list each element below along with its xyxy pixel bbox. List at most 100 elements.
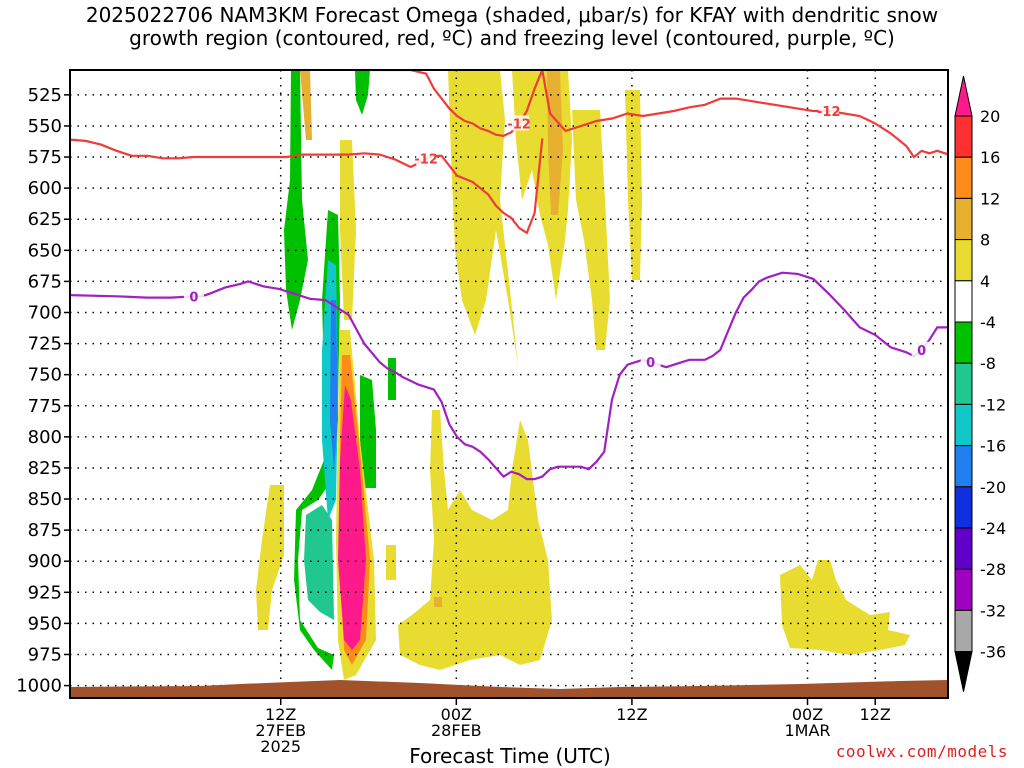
colorbar-swatch-4 (954, 239, 973, 282)
chart-title: 2025022706 NAM3KM Forecast Omega (shaded… (0, 4, 1024, 50)
omega-shade-yellow-3 (572, 110, 610, 350)
colorbar-swatch-11 (954, 527, 973, 570)
freezing-level-contour-label-bg-1 (640, 354, 661, 370)
omega-shade-yellow-5 (340, 140, 356, 320)
terrain-ground-layer (70, 680, 948, 698)
colorbar-label-8: -16 (980, 437, 1006, 456)
y-tick-label-575: 575 (28, 147, 62, 168)
colorbar-swatch-9 (954, 445, 973, 488)
colorbar-bottom-arrow (954, 651, 973, 692)
dgz-minus12-contour-lower-label-bg-0 (416, 150, 437, 166)
dgz-minus12-contour-lower (70, 138, 544, 235)
omega-shade-green-1 (284, 70, 308, 330)
omega-shade-yellow-6 (256, 485, 284, 630)
omega-shade-yellow-1 (448, 70, 518, 365)
dgz-minus12-contour-upper-label-bg-0 (509, 115, 530, 131)
y-tick-label-975: 975 (28, 644, 62, 665)
colorbar-label-9: -20 (980, 478, 1006, 497)
freezing-level-contour (70, 271, 948, 481)
colorbar-swatch-12 (954, 568, 973, 611)
y-tick-label-525: 525 (28, 85, 62, 106)
y-tick-label-875: 875 (28, 520, 62, 541)
omega-shade-yellow-8 (386, 545, 396, 580)
omega-shade-core-magenta (338, 385, 366, 650)
y-tick-label-850: 850 (28, 489, 62, 510)
dgz-minus12-contour-upper-label-1: -12 (817, 105, 841, 120)
colorbar-swatch-7 (954, 362, 973, 405)
omega-shade-green-5 (388, 358, 396, 400)
freezing-level-contour-label-bg-0 (183, 288, 204, 304)
colorbar-label-1: 16 (980, 148, 1000, 167)
colorbar-swatch-2 (954, 156, 973, 199)
omega-shade-orange-1 (547, 70, 563, 215)
colorbar-label-12: -32 (980, 601, 1006, 620)
chart-title-line-2: growth region (contoured, red, ºC) and f… (129, 26, 895, 50)
colorbar-label-4: 4 (980, 272, 990, 291)
contour-lines: 0 0 0 -12 -12 -12 (70, 70, 948, 481)
y-tick-label-1000: 1000 (16, 676, 62, 697)
y-tick-label-625: 625 (28, 209, 62, 230)
y-tick-label-650: 650 (28, 240, 62, 261)
dgz-minus12-contour-upper-label-bg-1 (818, 103, 839, 119)
freezing-level-contour-label-0: 0 (189, 290, 198, 305)
plot-frame (69, 69, 949, 699)
x-tick-label-1-0: 00Z (441, 705, 472, 724)
y-tick-label-700: 700 (28, 302, 62, 323)
omega-shade-green-4 (360, 375, 376, 488)
source-credit: coolwx.com/models (835, 742, 1008, 761)
colorbar-swatch-6 (954, 321, 973, 364)
x-tick-label-3-1: 1MAR (784, 721, 830, 740)
y-tick-label-800: 800 (28, 427, 62, 448)
dgz-minus12-contour-upper (372, 70, 948, 159)
x-tick-label-1-1: 28FEB (431, 721, 482, 740)
colorbar-label-5: -4 (980, 313, 996, 332)
freezing-level-contour-label-bg-2 (911, 341, 932, 357)
y-tick-label-900: 900 (28, 551, 62, 572)
x-tick-label-0-1: 27FEB (255, 721, 306, 740)
omega-shade-yellow-9 (780, 560, 910, 655)
colorbar-label-10: -24 (980, 519, 1006, 538)
y-tick-label-750: 750 (28, 365, 62, 386)
y-tick-label-925: 925 (28, 582, 62, 603)
colorbar-label-2: 12 (980, 189, 1000, 208)
freezing-level-contour-label-1: 0 (646, 356, 655, 371)
omega-shade-blue-1 (330, 300, 338, 470)
x-tick-label-4-0: 12Z (860, 705, 891, 724)
omega-shade-yellow-4 (625, 90, 642, 280)
colorbar-swatch-13 (954, 609, 973, 653)
y-tick-label-775: 775 (28, 396, 62, 417)
dgz-minus12-contour-upper-label-0: -12 (507, 117, 531, 132)
omega-shade-teal-1 (304, 505, 334, 620)
y-tick-label-600: 600 (28, 178, 62, 199)
colorbar-top-arrow (954, 75, 973, 117)
colorbar-swatch-10 (954, 486, 973, 529)
colorbar-swatch-1 (954, 115, 973, 158)
colorbar-label-6: -8 (980, 354, 996, 373)
x-tick-label-0-2: 2025 (260, 737, 301, 756)
omega-shade-green-2 (355, 70, 370, 115)
x-axis-title: Forecast Time (UTC) (409, 744, 611, 768)
freezing-level-contour-label-2: 0 (917, 344, 926, 359)
colorbar-swatch-8 (954, 403, 973, 447)
colorbar-label-7: -12 (980, 395, 1006, 414)
y-tick-label-950: 950 (28, 613, 62, 634)
colorbar-label-13: -36 (980, 643, 1006, 662)
y-axis: 525 550 575 600 625 650 675 700 725 750 775 800 825 8… (16, 85, 70, 697)
y-tick-label-825: 825 (28, 458, 62, 479)
y-tick-label-675: 675 (28, 271, 62, 292)
omega-shading-layer (256, 70, 910, 680)
colorbar-label-0: 20 (980, 107, 1000, 126)
x-tick-label-0-0: 12Z (265, 705, 296, 724)
omega-shade-yellow-2 (512, 70, 572, 300)
colorbar-label-11: -28 (980, 560, 1006, 579)
colorbar-label-3: 8 (980, 231, 990, 250)
y-tick-label-550: 550 (28, 116, 62, 137)
x-tick-label-3-0: 00Z (792, 705, 823, 724)
colorbar: 20 16 12 8 4 -4 -8 -12 -16 -20 -24 -28 -32 -36 (954, 75, 1006, 692)
colorbar-swatch-5 (954, 280, 973, 323)
x-tick-label-2-0: 12Z (616, 705, 647, 724)
dgz-minus12-contour-lower-label-0: -12 (414, 152, 438, 167)
omega-shade-orange-2 (300, 70, 312, 140)
